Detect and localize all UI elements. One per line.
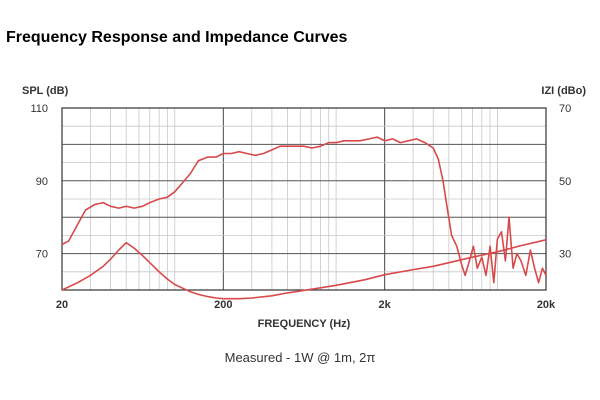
y-left-tick-label: 70 (36, 249, 48, 261)
measurement-caption: Measured - 1W @ 1m, 2π (225, 350, 376, 365)
x-tick-label: 20 (56, 299, 68, 311)
y-axis-left-label: SPL (dB) (22, 85, 69, 97)
series-lines (61, 136, 547, 300)
x-axis-label: FREQUENCY (Hz) (258, 318, 351, 330)
y-right-tick-label: 70 (559, 103, 571, 115)
x-tick-label: 2k (379, 299, 392, 311)
y-left-tick-label: 90 (36, 176, 48, 188)
page-title: Frequency Response and Impedance Curves (6, 29, 348, 46)
grid (62, 108, 546, 290)
impedance-curve (61, 239, 547, 300)
y-right-tick-label: 50 (559, 176, 571, 188)
tick-labels: 20 200 2k 20k 70 90 110 30 50 70 (30, 103, 571, 311)
y-axis-right-label: IZI (dBo) (541, 85, 586, 97)
y-right-tick-label: 30 (559, 249, 571, 261)
x-tick-label: 200 (214, 299, 232, 311)
x-tick-label: 20k (537, 299, 556, 311)
y-left-tick-label: 110 (30, 103, 48, 115)
spl-response-curve (61, 136, 547, 284)
